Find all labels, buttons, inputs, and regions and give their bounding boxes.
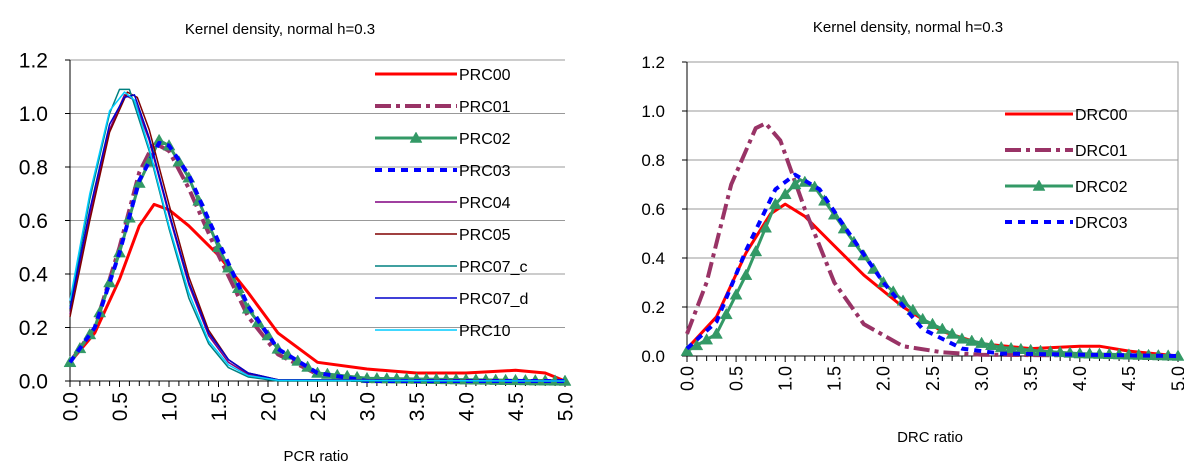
y-tick-label: 1.2 [641, 53, 665, 72]
series-marker [965, 334, 979, 346]
series-marker [975, 336, 989, 348]
x-tick-label: 3.0 [972, 366, 992, 391]
series-marker [700, 333, 714, 345]
series-marker [1004, 341, 1018, 354]
legend-label: PRC03 [459, 163, 511, 180]
series-line-drc00 [685, 202, 1179, 358]
y-tick-label: 1.2 [19, 49, 48, 72]
x-tick-label: 0.0 [677, 366, 697, 391]
y-tick-label: 0.4 [641, 249, 665, 268]
x-tick-label: 1.0 [776, 366, 796, 391]
x-tick-label: 2.5 [923, 366, 943, 391]
series-marker [759, 221, 772, 233]
series-line-prc03 [68, 140, 565, 383]
x-tick-label: 5.0 [554, 392, 577, 421]
series-marker [739, 268, 753, 280]
series-line-drc03 [685, 172, 1179, 358]
x-tick-label: 1.0 [158, 392, 181, 421]
legend-label: DRC03 [1075, 215, 1128, 232]
x-axis-label: DRC ratio [897, 429, 963, 446]
series-marker [1014, 342, 1028, 355]
legend-label: PRC07_c [459, 259, 527, 276]
x-tick-label: 2.5 [307, 392, 330, 421]
series-marker [103, 276, 117, 288]
y-tick-label: 1.0 [641, 102, 665, 121]
y-tick-label: 0.0 [19, 370, 48, 393]
series-marker [132, 176, 146, 188]
y-tick-label: 0.2 [641, 298, 665, 317]
y-tick-label: 0.8 [19, 156, 48, 179]
legend-label: PRC07_d [459, 291, 528, 308]
x-tick-label: 0.5 [109, 392, 132, 421]
series-line-drc02 [686, 178, 1179, 358]
series-marker [719, 307, 733, 320]
series-marker [768, 197, 782, 209]
legend-label: PRC05 [459, 227, 511, 244]
series-marker [916, 312, 930, 324]
legend-label: PRC10 [459, 323, 511, 340]
legend-label: PRC00 [459, 67, 511, 84]
x-tick-label: 4.0 [455, 392, 478, 421]
y-tick-label: 0.0 [641, 347, 665, 366]
legend-label: DRC02 [1075, 179, 1128, 196]
legend-marker [1032, 179, 1046, 191]
drc-chart: Kernel density, normal h=0.3 DRC ratio 0… [641, 19, 1184, 446]
y-tick-label: 1.0 [19, 103, 48, 126]
pcr-chart: Kernel density, normal h=0.3 PCR ratio 0… [19, 21, 578, 465]
series-marker [172, 155, 186, 167]
series-marker [680, 344, 694, 356]
series-marker [690, 338, 704, 351]
series-marker [788, 177, 802, 190]
legend-label: PRC01 [459, 99, 511, 116]
y-tick-label: 0.2 [19, 317, 48, 340]
y-tick-label: 0.8 [641, 151, 665, 170]
x-tick-label: 3.5 [1021, 366, 1041, 391]
x-tick-label: 0.5 [726, 366, 746, 391]
series-marker [945, 327, 959, 339]
chart-title: Kernel density, normal h=0.3 [813, 19, 1003, 36]
x-tick-label: 2.0 [874, 366, 894, 391]
x-tick-label: 3.5 [406, 392, 429, 421]
series-marker [867, 262, 881, 274]
legend-label: PRC04 [459, 195, 511, 212]
series-marker [935, 322, 949, 334]
series-marker [926, 317, 939, 329]
series-line-prc07_d [69, 94, 566, 382]
x-tick-label: 2.0 [257, 392, 280, 421]
series-line-prc00 [68, 202, 566, 383]
series-marker [710, 327, 723, 339]
legend-label: DRC01 [1075, 143, 1128, 160]
chart-title: Kernel density, normal h=0.3 [185, 21, 375, 38]
x-tick-label: 1.5 [825, 366, 845, 391]
series-marker [778, 187, 792, 200]
x-tick-label: 5.0 [1168, 366, 1184, 391]
series-marker [729, 288, 743, 300]
legend-label: PRC02 [459, 131, 511, 148]
x-tick-label: 4.5 [505, 392, 528, 421]
series-marker [261, 329, 275, 341]
legend-marker [409, 131, 423, 143]
series-marker [955, 332, 969, 344]
series-marker [984, 338, 998, 351]
x-tick-label: 3.0 [356, 392, 379, 421]
series-line-prc10 [69, 91, 566, 382]
x-tick-label: 4.0 [1070, 366, 1090, 391]
legend-label: DRC00 [1075, 107, 1128, 124]
y-tick-label: 0.6 [19, 210, 48, 233]
x-tick-label: 4.5 [1119, 366, 1139, 391]
x-tick-label: 1.5 [208, 392, 231, 421]
y-tick-label: 0.6 [641, 200, 665, 219]
series-line-drc01 [685, 121, 1179, 358]
series-marker [749, 244, 763, 257]
y-tick-label: 0.4 [19, 263, 49, 286]
x-axis-label: PCR ratio [283, 448, 348, 465]
series-marker [221, 261, 235, 273]
x-tick-label: 0.0 [59, 392, 82, 421]
